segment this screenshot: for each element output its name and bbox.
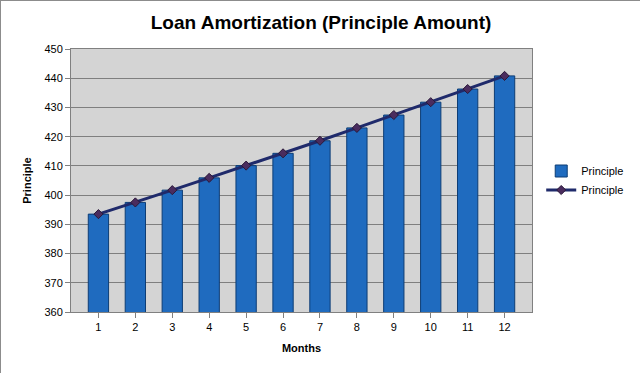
svg-text:380: 380 [44,247,62,259]
svg-text:6: 6 [280,321,286,333]
svg-text:9: 9 [391,321,397,333]
svg-text:Principle: Principle [581,184,623,196]
svg-text:3: 3 [169,321,175,333]
svg-text:420: 420 [44,131,62,143]
svg-text:12: 12 [498,321,510,333]
svg-text:430: 430 [44,101,62,113]
svg-text:450: 450 [44,43,62,55]
svg-text:7: 7 [317,321,323,333]
svg-text:Principle: Principle [21,157,33,203]
svg-text:8: 8 [354,321,360,333]
svg-text:410: 410 [44,160,62,172]
svg-text:4: 4 [206,321,212,333]
svg-text:370: 370 [44,277,62,289]
svg-text:Months: Months [282,342,321,354]
svg-text:440: 440 [44,72,62,84]
svg-text:5: 5 [243,321,249,333]
svg-text:10: 10 [425,321,437,333]
svg-text:Loan Amortization (Principle A: Loan Amortization (Principle Amount) [151,12,492,33]
svg-text:1: 1 [95,321,101,333]
svg-text:11: 11 [462,321,473,333]
svg-text:2: 2 [132,321,138,333]
svg-text:400: 400 [44,189,62,201]
svg-text:360: 360 [44,306,62,318]
svg-text:Principle: Principle [581,165,623,177]
svg-text:390: 390 [44,218,62,230]
